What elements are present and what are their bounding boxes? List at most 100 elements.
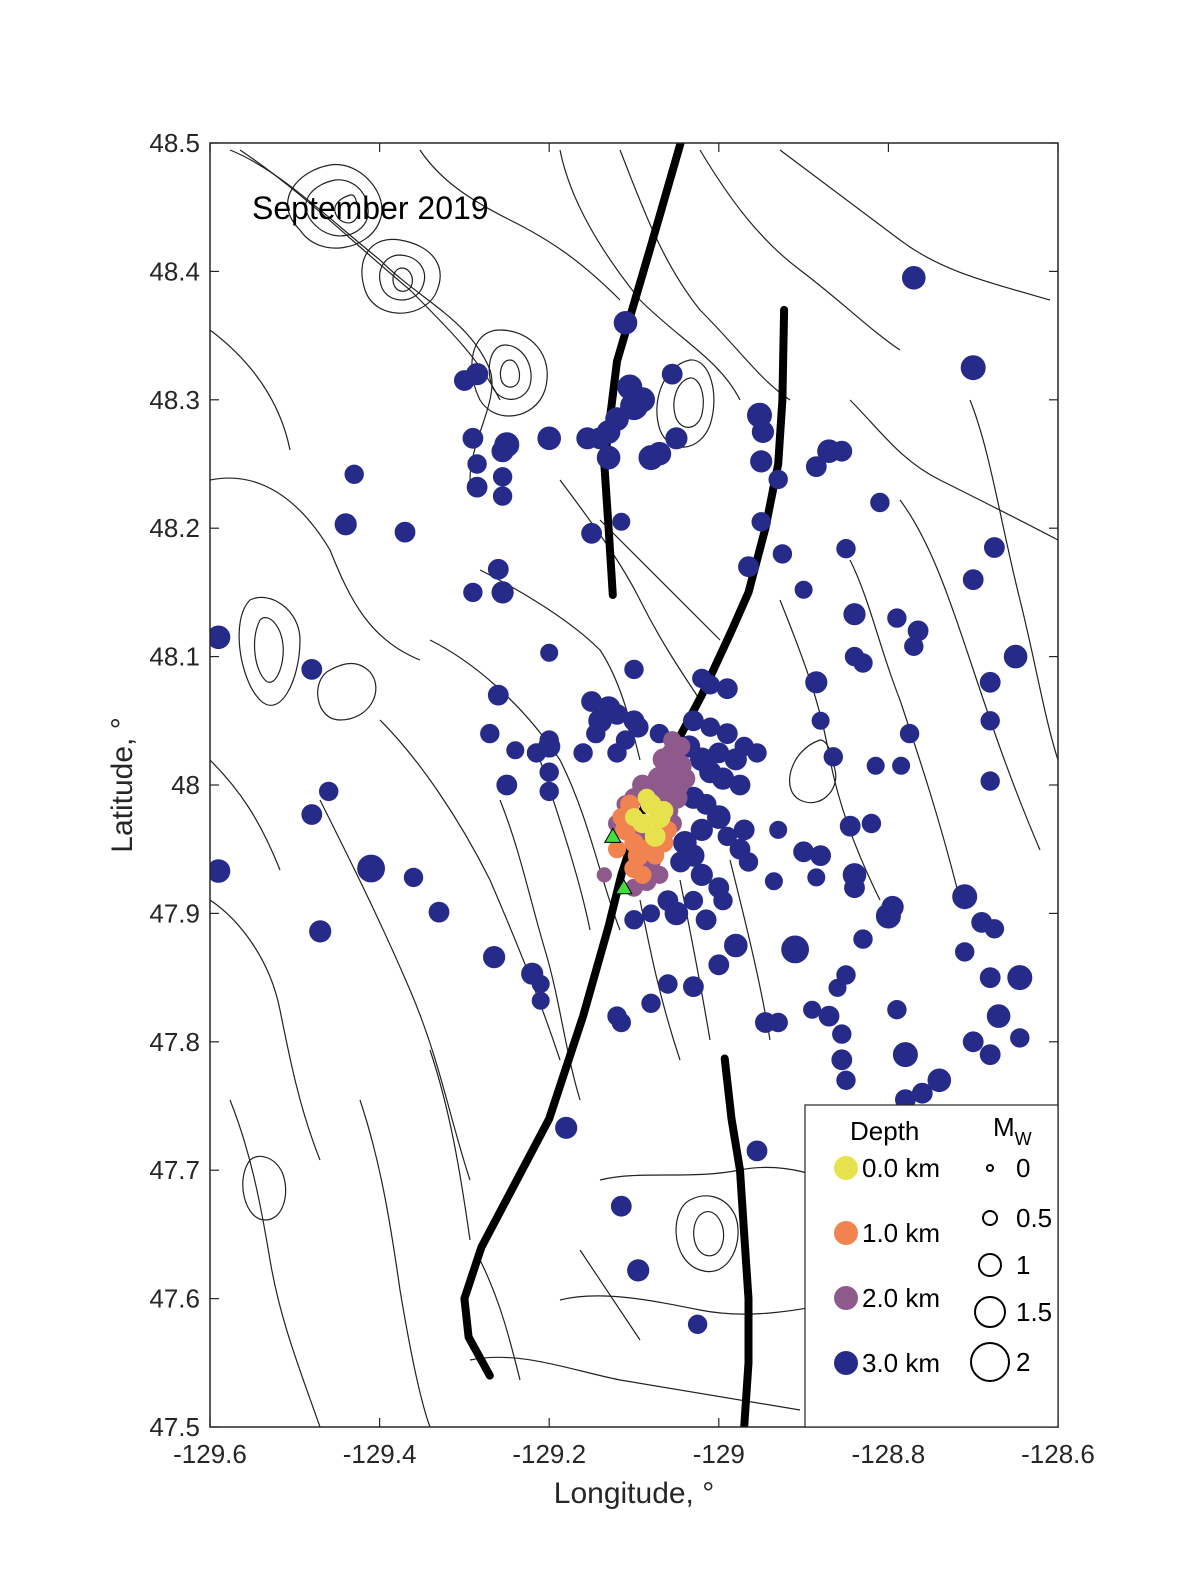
earthquake-marker [708,877,730,899]
earthquake-marker [707,805,731,829]
legend-mw-circle [970,1342,1010,1382]
axis-ticks: -129.6 -129.4 -129.2 -129 -128.8 -128.6 48.5 48… [149,128,1094,1469]
y-tick-label: 47.9 [149,898,200,928]
earthquake-marker [487,558,509,580]
earthquake-marker [642,904,660,923]
earthquake-marker [853,929,873,949]
earthquake-marker [531,975,550,993]
earthquake-marker [755,1012,776,1033]
earthquake-marker [344,464,364,484]
earthquake-marker [751,512,771,532]
earthquake-marker [496,774,518,796]
legend-depth-label: 0.0 km [862,1153,940,1183]
earthquake-marker [700,717,720,737]
earthquake-marker [805,671,828,694]
earthquake-marker [605,407,629,431]
earthquake-marker [831,440,853,462]
earthquake-marker [357,854,386,883]
earthquake-marker [979,1044,1001,1065]
earthquake-marker [769,820,788,839]
earthquake-marker [596,445,621,470]
earthquake-marker [650,865,669,884]
earthquake-marker [831,1049,853,1071]
legend-depth-label: 2.0 km [862,1283,940,1313]
earthquake-marker [665,427,688,450]
earthquake-marker [1010,1028,1030,1048]
earthquake-marker [695,909,717,931]
earthquake-marker [955,942,975,962]
y-tick-label: 48.1 [149,642,200,672]
earthquake-marker [881,895,904,919]
earthquake-marker [663,731,682,750]
legend-mw-circle [986,1164,994,1172]
earthquake-marker [708,954,730,976]
x-tick-label: -128.6 [1021,1439,1095,1469]
earthquake-marker [624,659,644,680]
earthquake-marker [210,625,231,650]
earthquake-marker [811,711,830,730]
earthquake-marker [483,946,506,969]
earthquake-marker [301,804,323,825]
earthquake-marker [637,788,656,807]
earthquake-marker [716,723,738,744]
y-tick-label: 47.6 [149,1284,200,1314]
earthquake-marker [793,841,814,863]
earthquake-marker [772,544,793,564]
earthquake-marker [539,762,559,782]
legend-mw-circle [978,1253,1002,1277]
earthquake-marker [746,1140,768,1162]
earthquake-marker [952,884,978,910]
earthquake-marker [828,978,847,997]
earthquake-marker [960,355,986,381]
y-tick-label: 47.5 [149,1412,200,1442]
earthquake-marker [539,781,559,802]
earthquake-marker [716,678,738,700]
earthquake-marker [810,845,831,866]
earthquake-marker [751,420,775,443]
legend-mw-letter: M [993,1112,1015,1142]
earthquake-marker [984,537,1005,558]
earthquake-marker [1003,644,1028,669]
earthquake-marker [690,818,713,842]
map-title: September 2019 [252,190,489,226]
earthquake-marker [980,711,1000,731]
earthquake-marker [700,675,720,695]
earthquake-marker [683,890,704,911]
earthquake-marker [807,868,826,887]
earthquake-marker [984,919,1005,939]
station-triangle [614,878,633,895]
earthquake-marker [633,865,652,884]
earthquake-marker [586,723,606,744]
y-tick-label: 48.5 [149,128,200,158]
earthquake-marker [764,872,783,891]
earthquake-marker [403,867,424,888]
legend-depth-swatch [834,1351,858,1375]
y-tick-label: 48.3 [149,385,200,415]
legend-mw-subscript: W [1015,1129,1032,1149]
earthquake-marker [625,808,643,827]
earthquake-marker [738,852,759,872]
legend-mw-label: 2 [1016,1347,1030,1377]
earthquake-marker [794,580,813,599]
y-tick-label: 48.4 [149,256,200,286]
earthquake-marker [487,684,509,706]
legend-mw-circle [974,1296,1006,1328]
earthquake-marker [537,426,562,451]
earthquake-marker [832,1024,852,1044]
x-tick-label: -129.2 [512,1439,586,1469]
earthquake-marker [962,569,984,590]
earthquake-marker [526,743,547,763]
earthquake-marker [724,748,747,771]
earthquake-marker [927,1068,952,1093]
legend-depth-items: 0.0 km 1.0 km 2.0 km 3.0 km [834,1153,940,1378]
earthquake-marker [781,935,809,964]
earthquake-marker [581,522,602,544]
earthquake-marker [531,991,550,1010]
earthquake-marker [596,867,612,883]
earthquake-marker [466,363,489,386]
earthquake-marker [683,976,704,997]
legend-magnitude-items: 0 0.5 1 1.5 2 [970,1153,1052,1382]
earthquake-marker [466,476,488,498]
earthquake-marker [979,967,1001,988]
